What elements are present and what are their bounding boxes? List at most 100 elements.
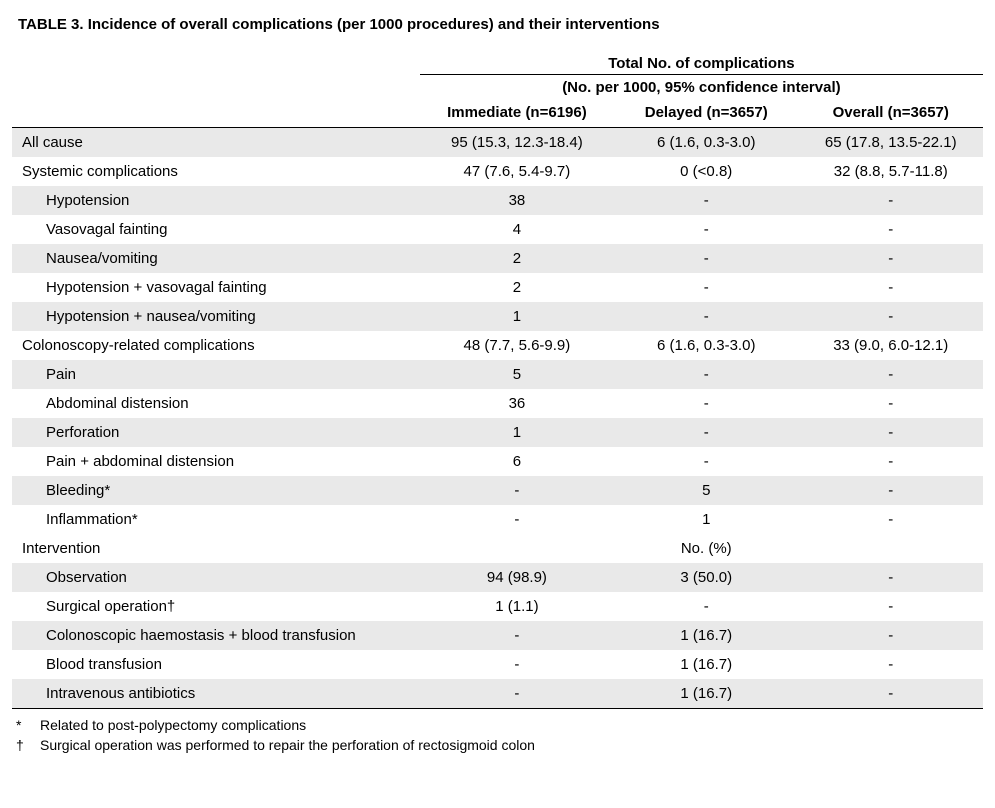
row-label: Observation [12, 563, 420, 592]
col-header-immediate: Immediate (n=6196) [420, 98, 614, 128]
cell: 2 [420, 244, 614, 273]
cell: 94 (98.9) [420, 563, 614, 592]
row-label: Blood transfusion [12, 650, 420, 679]
cell: - [798, 389, 983, 418]
table-row: Colonoscopic haemostasis + blood transfu… [12, 621, 983, 650]
row-label: Abdominal distension [12, 389, 420, 418]
row-label: Colonoscopic haemostasis + blood transfu… [12, 621, 420, 650]
table-row: All cause95 (15.3, 12.3-18.4)6 (1.6, 0.3… [12, 128, 983, 158]
cell: 65 (17.8, 13.5-22.1) [798, 128, 983, 158]
table-row: Nausea/vomiting2-- [12, 244, 983, 273]
cell: 1 (1.1) [420, 592, 614, 621]
cell: 1 [420, 302, 614, 331]
cell: - [614, 273, 798, 302]
table-title: TABLE 3. Incidence of overall complicati… [12, 16, 983, 33]
footnote-symbol: * [16, 717, 30, 733]
table-row: Blood transfusion-1 (16.7)- [12, 650, 983, 679]
cell: - [420, 679, 614, 708]
col-header-overall: Overall (n=3657) [798, 98, 983, 128]
cell: - [798, 215, 983, 244]
row-label: Intravenous antibiotics [12, 679, 420, 708]
row-label: Hypotension [12, 186, 420, 215]
super-header-line2: (No. per 1000, 95% confidence interval) [420, 75, 983, 99]
cell: 0 (<0.8) [614, 157, 798, 186]
cell: - [614, 215, 798, 244]
footnotes: * Related to post-polypectomy complicatio… [12, 708, 983, 755]
row-label: Systemic complications [12, 157, 420, 186]
cell: - [798, 186, 983, 215]
cell: - [614, 302, 798, 331]
cell: 5 [614, 476, 798, 505]
cell: - [798, 505, 983, 534]
cell: 6 (1.6, 0.3-3.0) [614, 331, 798, 360]
cell: - [614, 244, 798, 273]
cell: - [420, 476, 614, 505]
cell: 4 [420, 215, 614, 244]
footnote-text: Related to post-polypectomy complication… [40, 717, 306, 733]
cell: 6 [420, 447, 614, 476]
cell: - [420, 505, 614, 534]
footnote-text: Surgical operation was performed to repa… [40, 737, 535, 753]
cell: 1 (16.7) [614, 650, 798, 679]
footnote: * Related to post-polypectomy complicatio… [16, 715, 979, 735]
cell: 47 (7.6, 5.4-9.7) [420, 157, 614, 186]
table-row: Hypotension38-- [12, 186, 983, 215]
cell: - [798, 563, 983, 592]
cell: 1 [420, 418, 614, 447]
cell: 33 (9.0, 6.0-12.1) [798, 331, 983, 360]
cell: 36 [420, 389, 614, 418]
row-label: Colonoscopy-related complications [12, 331, 420, 360]
row-label: Hypotension + vasovagal fainting [12, 273, 420, 302]
row-label: Hypotension + nausea/vomiting [12, 302, 420, 331]
row-label: All cause [12, 128, 420, 158]
row-label: Pain [12, 360, 420, 389]
table-row: Pain5-- [12, 360, 983, 389]
cell: - [798, 650, 983, 679]
cell: - [798, 679, 983, 708]
cell: 3 (50.0) [614, 563, 798, 592]
footnote-symbol: † [16, 737, 30, 753]
col-header-delayed: Delayed (n=3657) [614, 98, 798, 128]
cell: 1 (16.7) [614, 621, 798, 650]
table-row: Bleeding*-5- [12, 476, 983, 505]
footnote: † Surgical operation was performed to rep… [16, 735, 979, 755]
row-label: Pain + abdominal distension [12, 447, 420, 476]
row-label: Nausea/vomiting [12, 244, 420, 273]
cell: - [798, 592, 983, 621]
table-row: Vasovagal fainting4-- [12, 215, 983, 244]
cell: - [614, 418, 798, 447]
row-label: Surgical operation† [12, 592, 420, 621]
table-row: Intravenous antibiotics-1 (16.7)- [12, 679, 983, 708]
row-label: Perforation [12, 418, 420, 447]
cell: 2 [420, 273, 614, 302]
row-label: Inflammation* [12, 505, 420, 534]
table-row: Colonoscopy-related complications48 (7.7… [12, 331, 983, 360]
table-row: Perforation1-- [12, 418, 983, 447]
cell: - [798, 273, 983, 302]
table-row: Hypotension + nausea/vomiting1-- [12, 302, 983, 331]
cell: - [614, 360, 798, 389]
complications-table: Total No. of complications (No. per 1000… [12, 51, 983, 708]
table-row: Hypotension + vasovagal fainting2-- [12, 273, 983, 302]
intervention-header-label: Intervention [12, 534, 420, 563]
cell: - [614, 592, 798, 621]
cell: - [420, 621, 614, 650]
cell: 32 (8.8, 5.7-11.8) [798, 157, 983, 186]
cell: - [614, 186, 798, 215]
table-row: Pain + abdominal distension6-- [12, 447, 983, 476]
cell: 1 [614, 505, 798, 534]
cell: - [798, 302, 983, 331]
cell: - [798, 360, 983, 389]
cell: - [798, 476, 983, 505]
cell: 38 [420, 186, 614, 215]
cell: - [798, 447, 983, 476]
cell: 1 (16.7) [614, 679, 798, 708]
table-row: Abdominal distension36-- [12, 389, 983, 418]
table-row: Inflammation*-1- [12, 505, 983, 534]
table-row: Surgical operation†1 (1.1)-- [12, 592, 983, 621]
cell: 6 (1.6, 0.3-3.0) [614, 128, 798, 158]
row-label: Bleeding* [12, 476, 420, 505]
cell: - [798, 418, 983, 447]
cell: - [614, 447, 798, 476]
cell: - [614, 389, 798, 418]
